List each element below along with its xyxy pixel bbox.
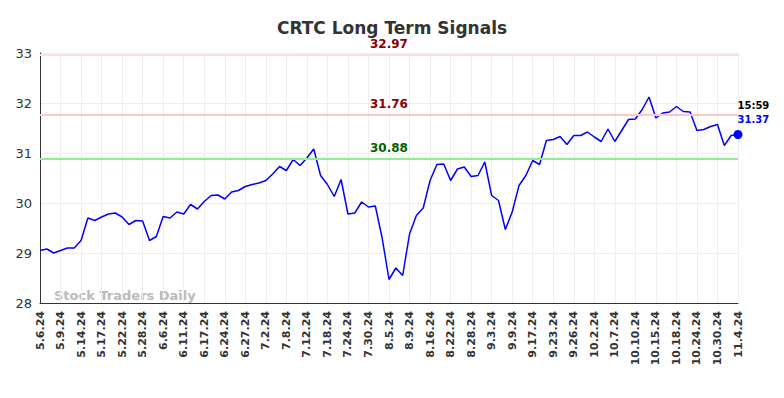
svg-text:5.9.24: 5.9.24 <box>54 311 67 350</box>
svg-text:5.17.24: 5.17.24 <box>95 311 108 358</box>
svg-text:9.23.24: 9.23.24 <box>547 311 560 358</box>
svg-text:11.4.24: 11.4.24 <box>732 311 745 358</box>
svg-text:7.24.24: 7.24.24 <box>341 311 354 358</box>
svg-text:7.2.24: 7.2.24 <box>259 311 272 350</box>
svg-text:10.24.24: 10.24.24 <box>690 311 703 366</box>
svg-text:5.28.24: 5.28.24 <box>136 311 149 358</box>
svg-text:30: 30 <box>15 196 32 211</box>
svg-text:9.9.24: 9.9.24 <box>506 311 519 350</box>
svg-text:33: 33 <box>15 46 32 61</box>
svg-text:10.2.24: 10.2.24 <box>588 311 601 358</box>
svg-text:32: 32 <box>15 96 32 111</box>
svg-text:8.16.24: 8.16.24 <box>424 311 437 358</box>
svg-text:8.9.24: 8.9.24 <box>403 311 416 350</box>
svg-text:32.97: 32.97 <box>370 37 408 51</box>
svg-text:8.22.24: 8.22.24 <box>444 311 457 358</box>
svg-text:10.15.24: 10.15.24 <box>649 311 662 366</box>
svg-text:8.5.24: 8.5.24 <box>383 311 396 350</box>
svg-text:10.18.24: 10.18.24 <box>670 311 683 366</box>
svg-text:5.6.24: 5.6.24 <box>34 311 47 350</box>
svg-text:Stock Traders Daily: Stock Traders Daily <box>54 288 196 303</box>
svg-text:6.24.24: 6.24.24 <box>218 311 231 358</box>
svg-text:31.37: 31.37 <box>738 114 770 125</box>
svg-text:10.10.24: 10.10.24 <box>629 311 642 366</box>
svg-text:6.6.24: 6.6.24 <box>157 311 170 350</box>
svg-text:8.28.24: 8.28.24 <box>465 311 478 358</box>
svg-text:7.30.24: 7.30.24 <box>362 311 375 358</box>
svg-text:15:59: 15:59 <box>738 100 770 111</box>
svg-text:29: 29 <box>15 246 32 261</box>
svg-text:10.30.24: 10.30.24 <box>711 311 724 366</box>
svg-text:9.17.24: 9.17.24 <box>526 311 539 358</box>
svg-text:6.17.24: 6.17.24 <box>198 311 211 358</box>
svg-text:7.12.24: 7.12.24 <box>300 311 313 358</box>
svg-text:31: 31 <box>15 146 32 161</box>
svg-text:5.22.24: 5.22.24 <box>116 311 129 358</box>
svg-text:31.76: 31.76 <box>370 97 408 111</box>
svg-text:6.11.24: 6.11.24 <box>177 311 190 358</box>
svg-text:28: 28 <box>15 296 32 311</box>
svg-text:5.14.24: 5.14.24 <box>75 311 88 358</box>
svg-text:7.8.24: 7.8.24 <box>280 311 293 350</box>
svg-text:30.88: 30.88 <box>370 141 408 155</box>
svg-text:7.18.24: 7.18.24 <box>321 311 334 358</box>
svg-text:10.7.24: 10.7.24 <box>608 311 621 358</box>
svg-text:9.26.24: 9.26.24 <box>567 311 580 358</box>
svg-text:CRTC Long Term Signals: CRTC Long Term Signals <box>277 18 507 38</box>
svg-text:9.3.24: 9.3.24 <box>485 311 498 350</box>
svg-text:6.27.24: 6.27.24 <box>239 311 252 358</box>
